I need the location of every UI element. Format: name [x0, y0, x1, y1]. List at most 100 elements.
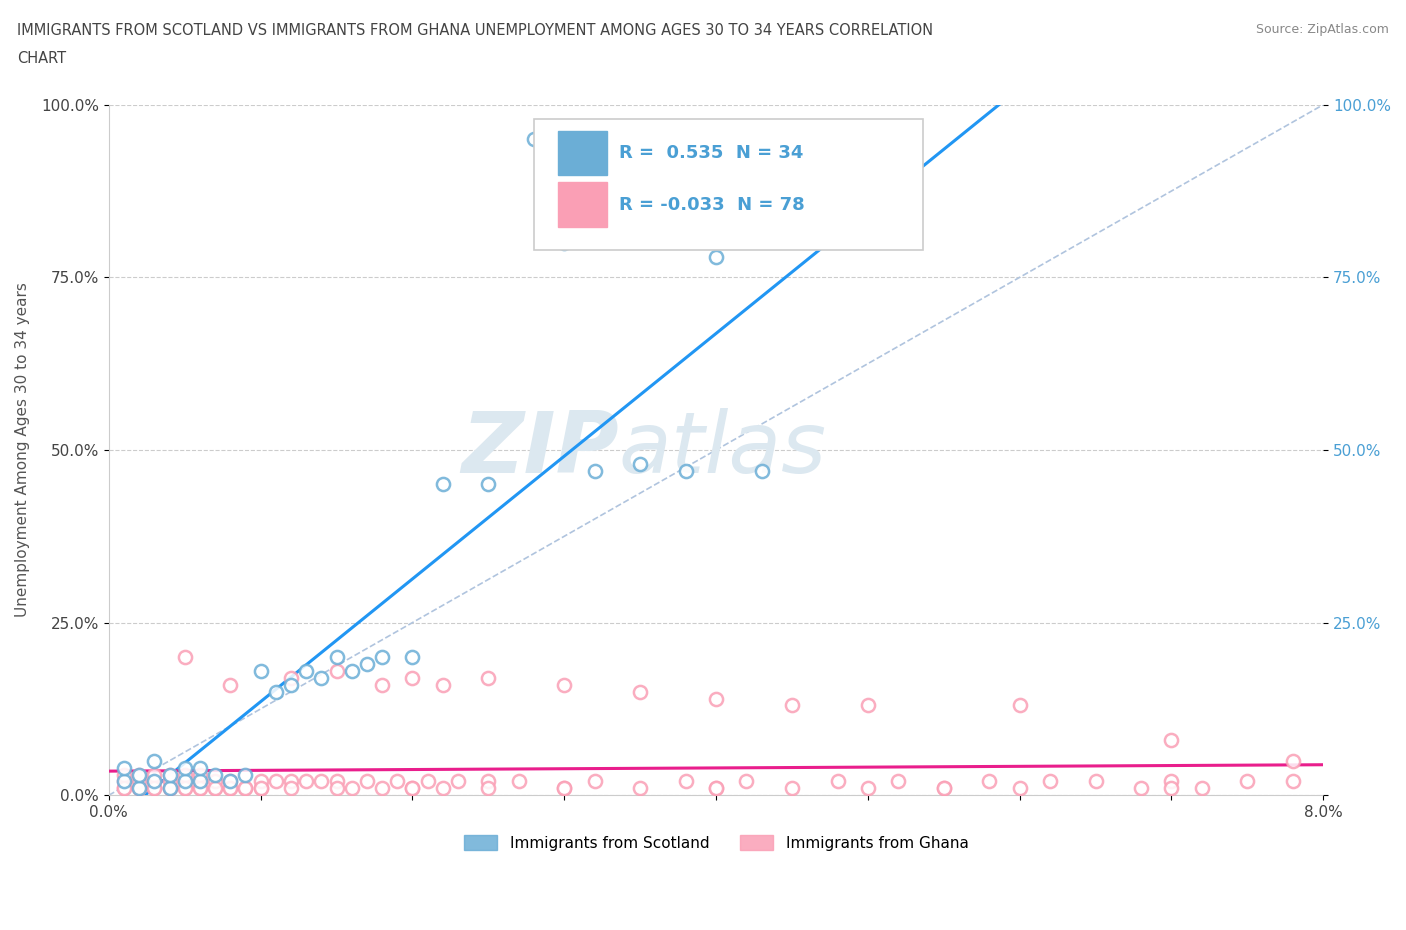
- Point: [1008, 781, 1031, 796]
- Point: [128, 767, 150, 782]
- Point: [401, 671, 423, 685]
- Point: [159, 781, 181, 796]
- Point: [704, 691, 727, 706]
- Text: atlas: atlas: [619, 408, 827, 491]
- Point: [340, 781, 363, 796]
- FancyBboxPatch shape: [558, 130, 607, 176]
- Point: [159, 781, 181, 796]
- Point: [219, 781, 242, 796]
- Point: [704, 781, 727, 796]
- Point: [128, 774, 150, 789]
- Point: [264, 774, 287, 789]
- Point: [112, 774, 135, 789]
- Point: [249, 663, 271, 678]
- Point: [280, 671, 302, 685]
- Point: [159, 781, 181, 796]
- Point: [1039, 774, 1062, 789]
- Point: [1160, 774, 1182, 789]
- Point: [188, 774, 211, 789]
- Point: [416, 774, 439, 789]
- Point: [128, 781, 150, 796]
- Point: [371, 781, 394, 796]
- Point: [159, 774, 181, 789]
- Point: [979, 774, 1001, 789]
- Text: R =  0.535  N = 34: R = 0.535 N = 34: [619, 144, 803, 162]
- Point: [827, 774, 849, 789]
- Point: [173, 781, 195, 796]
- Point: [387, 774, 409, 789]
- Point: [1130, 781, 1153, 796]
- Point: [159, 767, 181, 782]
- Point: [204, 767, 226, 782]
- Point: [447, 774, 470, 789]
- Point: [628, 781, 651, 796]
- Point: [675, 774, 697, 789]
- Point: [751, 463, 773, 478]
- Point: [887, 774, 910, 789]
- FancyBboxPatch shape: [558, 182, 607, 227]
- Point: [508, 774, 530, 789]
- Text: ZIP: ZIP: [461, 408, 619, 491]
- Text: IMMIGRANTS FROM SCOTLAND VS IMMIGRANTS FROM GHANA UNEMPLOYMENT AMONG AGES 30 TO : IMMIGRANTS FROM SCOTLAND VS IMMIGRANTS F…: [17, 23, 934, 38]
- Point: [143, 774, 166, 789]
- Point: [204, 774, 226, 789]
- Point: [280, 774, 302, 789]
- Point: [1236, 774, 1258, 789]
- Point: [188, 760, 211, 775]
- Point: [856, 781, 879, 796]
- Point: [219, 774, 242, 789]
- Point: [1282, 774, 1305, 789]
- Point: [932, 781, 955, 796]
- Point: [188, 781, 211, 796]
- Point: [371, 677, 394, 692]
- Point: [704, 249, 727, 264]
- Point: [143, 781, 166, 796]
- Point: [128, 781, 150, 796]
- Point: [583, 774, 606, 789]
- Point: [219, 677, 242, 692]
- Point: [1160, 733, 1182, 748]
- Point: [264, 684, 287, 699]
- Point: [325, 663, 347, 678]
- Point: [432, 477, 454, 492]
- Legend: Immigrants from Scotland, Immigrants from Ghana: Immigrants from Scotland, Immigrants fro…: [457, 829, 974, 857]
- Point: [856, 698, 879, 713]
- Point: [188, 774, 211, 789]
- Point: [780, 781, 803, 796]
- Point: [780, 698, 803, 713]
- Point: [1084, 774, 1107, 789]
- Point: [173, 760, 195, 775]
- Point: [173, 781, 195, 796]
- Point: [325, 774, 347, 789]
- Point: [325, 781, 347, 796]
- Point: [112, 781, 135, 796]
- Point: [188, 767, 211, 782]
- Point: [401, 781, 423, 796]
- Y-axis label: Unemployment Among Ages 30 to 34 years: Unemployment Among Ages 30 to 34 years: [15, 283, 30, 618]
- Point: [204, 781, 226, 796]
- Point: [1191, 781, 1213, 796]
- Point: [675, 463, 697, 478]
- Point: [112, 767, 135, 782]
- Point: [188, 781, 211, 796]
- Point: [311, 774, 333, 789]
- Point: [553, 781, 575, 796]
- Point: [628, 684, 651, 699]
- Point: [143, 774, 166, 789]
- Point: [583, 463, 606, 478]
- Point: [173, 767, 195, 782]
- Point: [553, 677, 575, 692]
- Point: [159, 767, 181, 782]
- Point: [235, 781, 257, 796]
- Point: [173, 774, 195, 789]
- Point: [249, 774, 271, 789]
- Point: [128, 767, 150, 782]
- Point: [280, 781, 302, 796]
- Point: [112, 760, 135, 775]
- Point: [356, 657, 378, 671]
- Point: [295, 663, 318, 678]
- Point: [235, 767, 257, 782]
- Point: [128, 781, 150, 796]
- Point: [553, 235, 575, 250]
- Point: [1282, 753, 1305, 768]
